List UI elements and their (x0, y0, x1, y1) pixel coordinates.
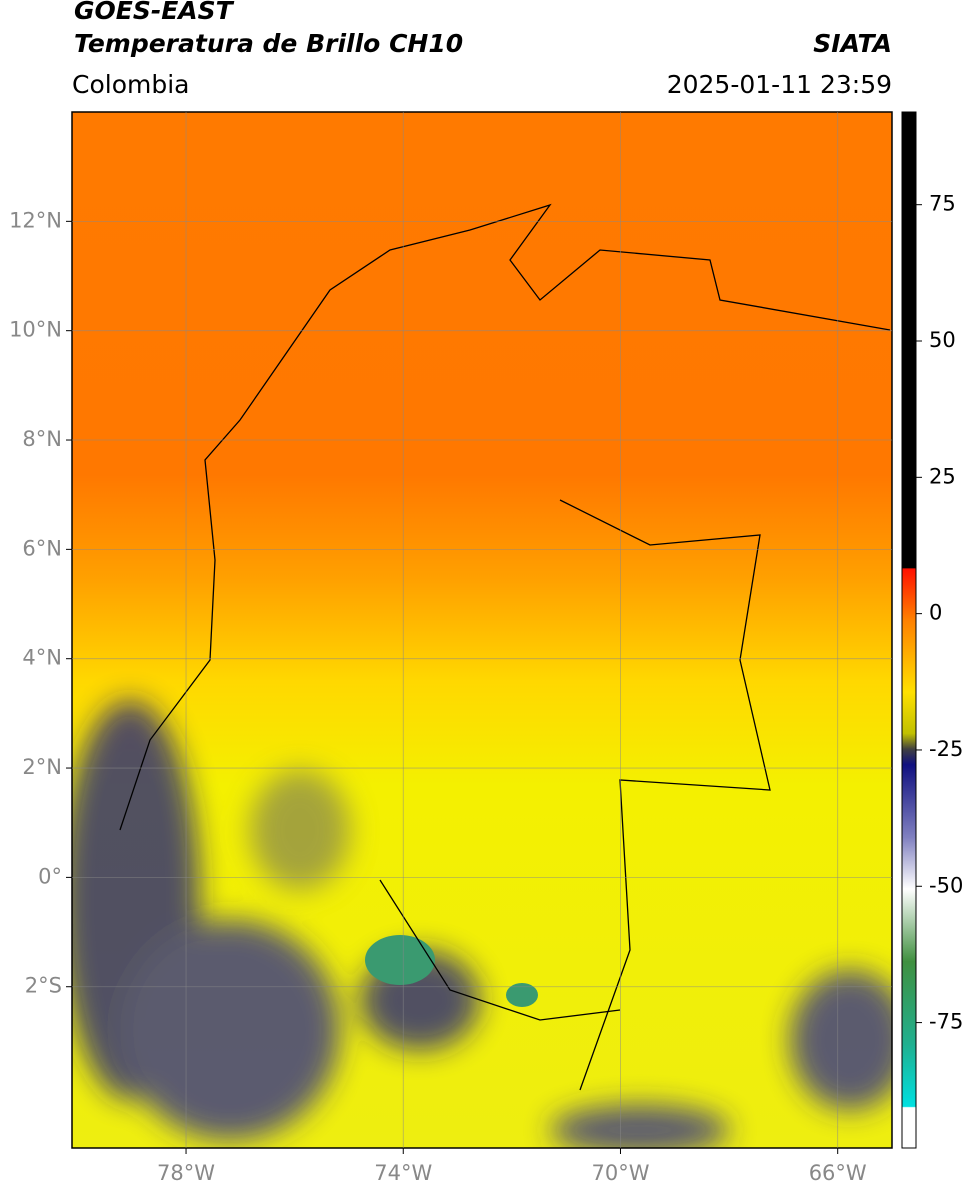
subtitle: Temperatura de Brillo CH10 (74, 29, 463, 58)
x-tick-label: 78°W (157, 1161, 215, 1185)
title: GOES-EAST (74, 0, 235, 25)
x-tick-label: 70°W (591, 1161, 649, 1185)
datetime: 2025-01-11 23:59 (667, 70, 892, 99)
map-frame (71, 111, 893, 1149)
x-tick-label: 74°W (374, 1161, 432, 1185)
x-tick-label: 66°W (809, 1161, 867, 1185)
colorbar-tick-label: -25 (929, 737, 963, 761)
colorbar-tick-label: 50 (929, 328, 956, 352)
colorbar (901, 111, 917, 1149)
y-tick-label: 4°N (22, 646, 62, 670)
colorbar-tick-label: 25 (929, 464, 956, 488)
y-tick-label: 12°N (9, 208, 62, 232)
y-tick-label: 8°N (22, 427, 62, 451)
colorbar-tick-label: 0 (929, 601, 942, 625)
colorbar-tick-label: 75 (929, 192, 956, 216)
y-tick-label: 2°N (22, 755, 62, 779)
map-image (72, 112, 892, 1148)
source: SIATA (813, 29, 892, 58)
y-tick-label: 2°S (25, 974, 62, 998)
y-tick-label: 0° (38, 864, 62, 888)
y-tick-label: 10°N (9, 318, 62, 342)
y-tick-label: 6°N (22, 536, 62, 560)
region: Colombia (72, 70, 189, 99)
colorbar-tick-label: -75 (929, 1010, 963, 1034)
colorbar-tick-label: -50 (929, 873, 963, 897)
